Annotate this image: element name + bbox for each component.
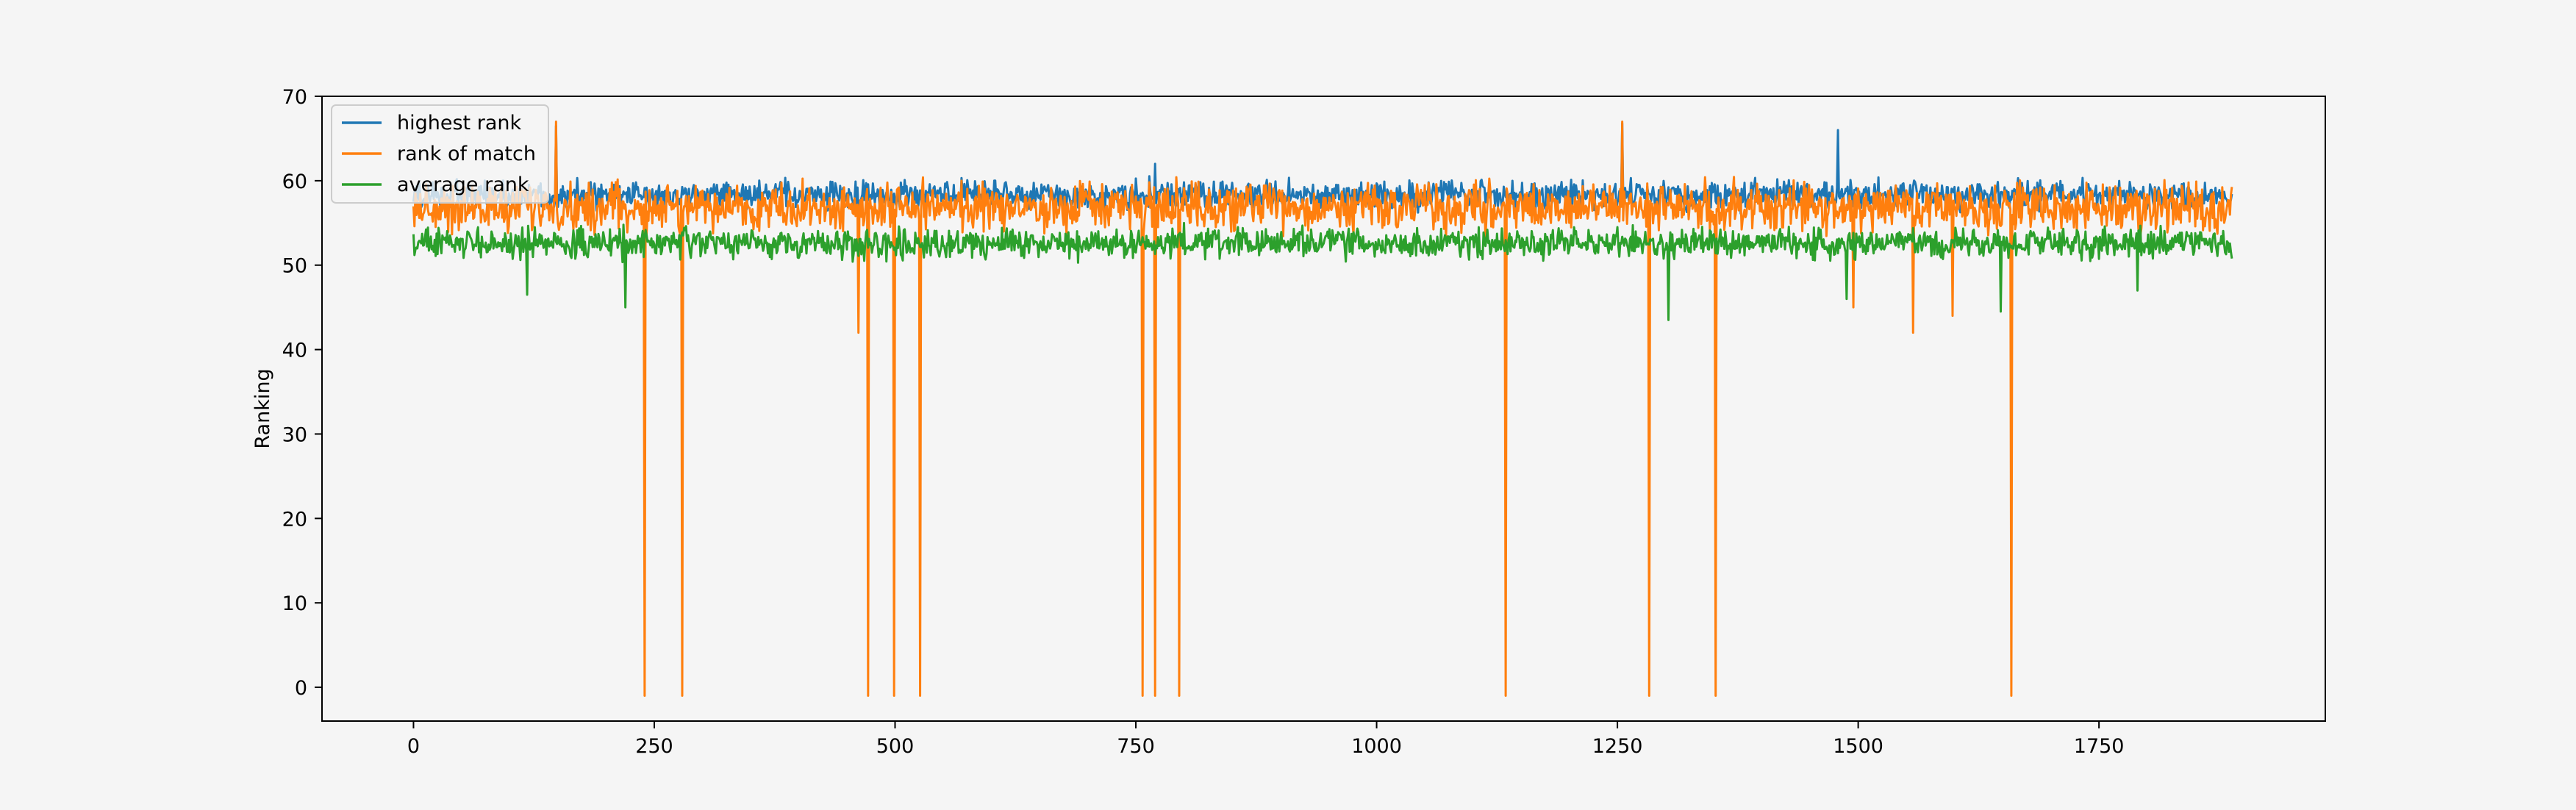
legend-label-rank-of-match: rank of match (397, 143, 536, 165)
y-axis-label: Ranking (251, 368, 274, 448)
plot-area (322, 96, 2325, 721)
x-tick-label: 0 (407, 735, 420, 758)
x-tick-label: 1750 (2074, 735, 2125, 758)
plot-frame (321, 96, 2326, 722)
x-tick-label: 1500 (1833, 735, 1883, 758)
y-tick-label: 40 (282, 340, 307, 362)
legend-label-average-rank: average rank (397, 173, 529, 196)
y-tick-label: 30 (282, 423, 307, 446)
legend-label-highest-rank: highest rank (397, 112, 521, 135)
y-tick-label: 50 (282, 255, 307, 278)
y-tick-label: 70 (282, 86, 307, 109)
series-line-rank-of-match (412, 120, 2233, 698)
x-tick-label: 750 (1117, 735, 1155, 758)
x-tick-label: 1000 (1351, 735, 1402, 758)
x-tick-label: 250 (635, 735, 673, 758)
series-line-average-rank (412, 221, 2233, 321)
x-tick-label: 500 (876, 735, 915, 758)
legend-box (331, 104, 549, 204)
y-tick-label: 20 (282, 508, 307, 531)
x-axis: 0 250 500 750 1000 1250 1500 1750 (407, 721, 2125, 758)
y-tick-label: 0 (295, 677, 307, 700)
y-tick-label: 60 (282, 171, 307, 193)
y-tick-label: 10 (282, 592, 307, 615)
series-layer (412, 120, 2233, 698)
y-axis: 0 10 20 30 40 50 60 70 (282, 86, 322, 700)
x-tick-label: 1250 (1592, 735, 1643, 758)
legend: highest rank rank of match average rank (331, 104, 549, 204)
